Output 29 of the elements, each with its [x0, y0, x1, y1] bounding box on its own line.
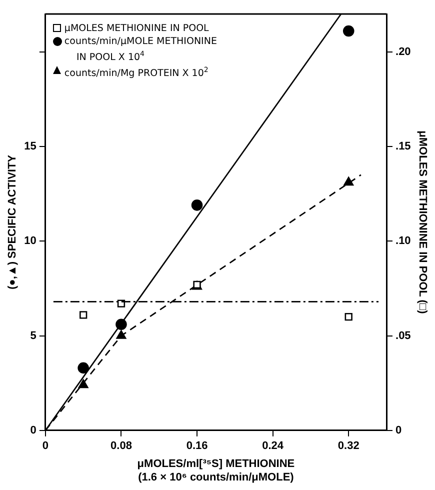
- y2-tick-label: .10: [396, 235, 411, 248]
- y-tick-label: 15: [24, 140, 36, 153]
- y2-tick-label: 0: [396, 424, 402, 436]
- point: [342, 25, 354, 37]
- x-axis-title: μMOLES/ml[³⁵S] METHIONINE (1.6 × 10⁶ counts/min/μMOLE): [137, 458, 295, 484]
- legend-label: counts/min/Mg PROTEIN X 10$^{2}$: [64, 65, 208, 80]
- x-tick-label: 0: [42, 440, 48, 452]
- y2-tick-label: .15: [396, 140, 411, 153]
- x-tick-label: 0.16: [186, 440, 208, 452]
- y2-tick-label: .05: [396, 330, 411, 342]
- point: [344, 313, 352, 321]
- point: [80, 311, 88, 319]
- point: [78, 362, 89, 374]
- y-tick-label: 0: [30, 424, 36, 436]
- x-tick-label: 0.08: [110, 440, 132, 452]
- legend-label: μMOLES METHIONINE IN POOL: [64, 22, 209, 35]
- y-axis-title: (●,▲) SPECIFIC ACTIVITY: [6, 154, 19, 290]
- y-tick-label: 10: [24, 235, 36, 248]
- x-tick-label: 0.24: [262, 440, 284, 452]
- y-tick-label: 5: [30, 330, 36, 342]
- point: [344, 176, 354, 186]
- x-tick-label: 0.32: [338, 440, 360, 452]
- y2-axis-title: μMOLES METHIONINE IN POOL (□): [416, 130, 428, 314]
- y2-tick-label: .20: [396, 46, 411, 58]
- point: [191, 200, 203, 211]
- point: [116, 330, 126, 339]
- point: [116, 318, 127, 330]
- legend-label: counts/min/μMOLE METHIONINE IN POOL X 10$^{4}$: [64, 35, 217, 64]
- point: [78, 379, 88, 388]
